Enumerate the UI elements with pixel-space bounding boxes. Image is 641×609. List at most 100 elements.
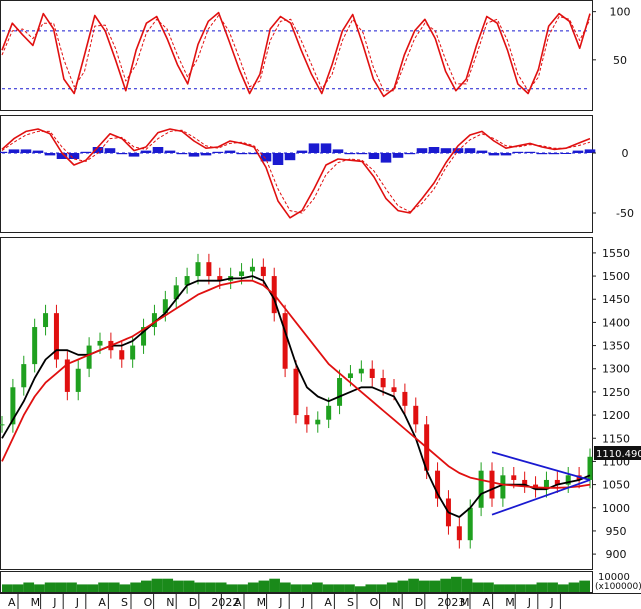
- volume-bar: [66, 582, 77, 592]
- last-price-box: [594, 446, 641, 460]
- volume-bar: [2, 584, 13, 592]
- macd-histogram-bar: [368, 153, 380, 159]
- volume-bar: [237, 584, 248, 592]
- x-axis-label: S: [347, 596, 354, 609]
- price-layer: 9009501000105011001150120012501300135014…: [0, 247, 630, 561]
- x-axis-label: D: [415, 596, 423, 609]
- x-axis-label: M: [505, 596, 515, 609]
- price-candle: [53, 313, 59, 360]
- volume-bar: [76, 584, 88, 592]
- macd-histogram-bar: [116, 153, 128, 155]
- volume-bar: [440, 578, 452, 592]
- price-ytick-label-1200: 1200: [602, 409, 630, 422]
- volume-bar: [108, 582, 120, 592]
- macd-histogram-bar: [20, 149, 32, 153]
- volume-bar: [279, 582, 291, 592]
- x-axis-label: J: [527, 596, 531, 609]
- price-candle: [119, 350, 125, 360]
- macd-histogram-bar: [104, 148, 116, 153]
- x-axis-label: D: [189, 596, 197, 609]
- volume-bar: [461, 578, 473, 592]
- volume-bar: [183, 580, 195, 592]
- macd-histogram-bar: [512, 151, 524, 153]
- volume-bar: [397, 580, 409, 592]
- macd-ytick-label-0: 0: [622, 147, 629, 160]
- x-axis-label: J: [301, 596, 305, 609]
- macd-layer: -50 0: [0, 128, 634, 220]
- macd-histogram-bar: [212, 151, 224, 153]
- macd-histogram-bar: [560, 153, 572, 154]
- x-axis-label: J: [549, 596, 553, 609]
- volume-bar: [162, 578, 174, 592]
- macd-histogram-bar: [320, 143, 332, 153]
- macd-histogram-bar: [56, 153, 68, 159]
- volume-bar: [344, 584, 355, 592]
- price-candle: [293, 368, 299, 416]
- volume-bar: [269, 578, 280, 592]
- price-ytick-label-1300: 1300: [602, 363, 630, 376]
- price-candle: [86, 345, 92, 369]
- x-axis-label: 2023: [437, 596, 465, 609]
- price-candle: [478, 470, 484, 508]
- volume-bar: [34, 584, 45, 592]
- x-axis-label: M: [31, 596, 40, 609]
- macd-histogram-bar: [224, 150, 236, 153]
- volume-bar: [365, 584, 377, 592]
- volume-bar: [536, 582, 548, 592]
- volume-bar: [87, 584, 99, 592]
- volume-bar: [429, 580, 441, 592]
- macd-histogram-bar: [392, 153, 404, 158]
- price-candle: [217, 276, 223, 281]
- x-axis-label: J: [75, 596, 79, 609]
- x-axis-label: M: [460, 596, 470, 609]
- volume-ylabel: (x100000): [595, 582, 641, 592]
- macd-histogram-bar: [164, 150, 176, 153]
- volume-bar: [322, 584, 334, 592]
- macd-histogram-bar: [476, 150, 488, 153]
- macd-histogram-bar: [524, 151, 536, 153]
- panel-borders: [0, 0, 641, 594]
- macd-histogram-bar: [332, 149, 344, 153]
- macd-histogram-bar: [176, 153, 188, 155]
- stoch-line-1: [1, 15, 591, 92]
- macd-histogram-bar: [44, 153, 56, 156]
- x-axis-label: J: [52, 596, 56, 609]
- macd-histogram-bar: [428, 147, 440, 153]
- volume-bar: [119, 584, 131, 592]
- price-ytick-label-1250: 1250: [602, 386, 630, 399]
- macd-histogram-bar: [296, 150, 308, 153]
- price-candle: [206, 262, 212, 277]
- price-candle: [304, 415, 310, 425]
- price-candle: [0, 424, 5, 426]
- volume-bar: [493, 584, 505, 592]
- price-candle: [543, 479, 549, 490]
- volume-panel: [0, 571, 593, 593]
- x-axis-label: A: [8, 596, 16, 609]
- price-ytick-label-1000: 1000: [602, 502, 630, 515]
- macd-histogram-bar: [536, 153, 548, 155]
- price-candle: [260, 266, 266, 277]
- volume-bar: [194, 582, 206, 592]
- volume-bar: [130, 582, 141, 592]
- price-candle: [249, 266, 255, 272]
- macd-histogram-bar: [0, 151, 8, 153]
- price-ytick-label-1550: 1550: [602, 247, 630, 260]
- price-candle: [489, 470, 495, 499]
- price-candle: [32, 327, 38, 365]
- stoch-ytick-label-100: 100: [610, 6, 631, 19]
- price-candle: [435, 470, 441, 499]
- macd-histogram-bar: [572, 150, 584, 153]
- volume-bar: [98, 582, 109, 592]
- volume-bar: [547, 582, 558, 592]
- macd-ytick-label--50: -50: [616, 207, 634, 220]
- x-axis-label: N: [166, 596, 174, 609]
- macd-histogram-bar: [92, 147, 104, 153]
- price-candle: [467, 507, 473, 541]
- macd-histogram-bar: [356, 153, 368, 155]
- price-candle: [43, 313, 49, 328]
- macd-histogram-bar: [584, 149, 596, 153]
- volume-bar: [483, 582, 494, 592]
- macd-histogram-bar: [416, 148, 428, 153]
